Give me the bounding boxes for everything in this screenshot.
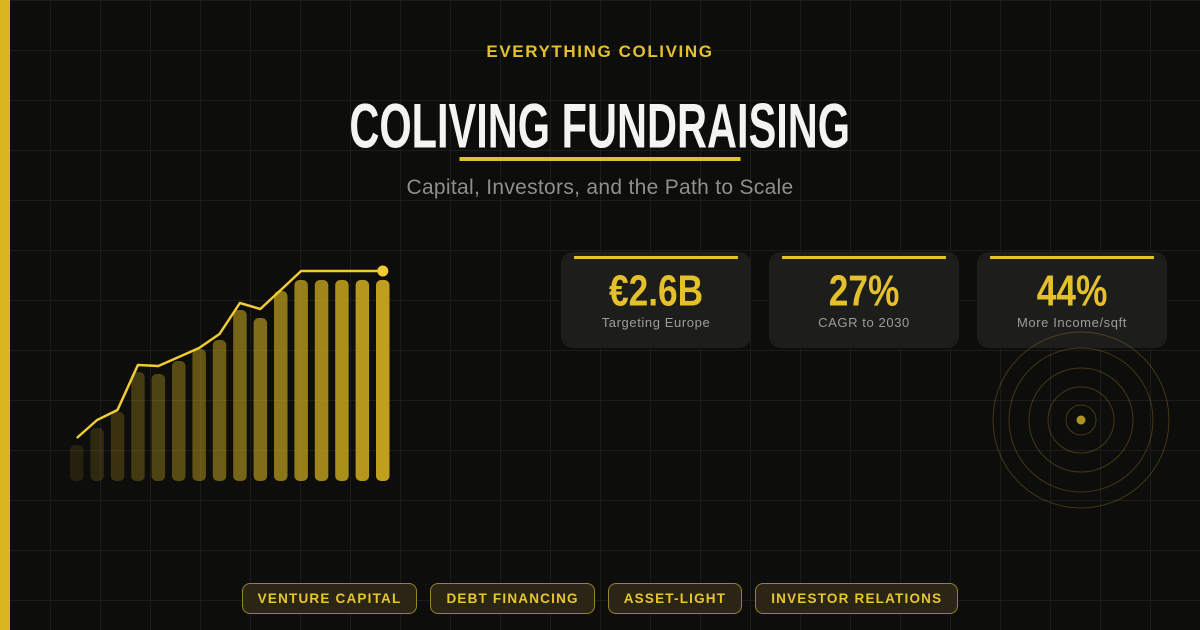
stat-label: More Income/sqft [1016,315,1128,330]
stat-accent-line [574,256,738,259]
chart-bar [314,280,329,481]
stat-accent-line [782,256,946,259]
radar-center-dot [1076,415,1086,425]
page-subtitle: Capital, Investors, and the Path to Scal… [406,176,794,199]
stat-label: CAGR to 2030 [818,315,910,330]
stat-value: €2.6B [561,266,751,315]
tag-row: VENTURE CAPITAL DEBT FINANCING ASSET-LIG… [0,583,1200,614]
tag-debt-financing[interactable]: DEBT FINANCING [430,583,595,614]
tag-asset-light[interactable]: ASSET-LIGHT [607,583,743,614]
stat-value-text: €2.6B [608,266,704,315]
stats-row: €2.6B Targeting Europe 27% CAGR to 2030 … [561,252,1167,348]
tag-investor-relations[interactable]: INVESTOR RELATIONS [755,583,959,614]
chart-bar [131,372,145,481]
chart-bar [151,374,166,481]
radar-ring [1047,386,1115,454]
chart-bar [253,318,268,481]
stat-accent-line [990,256,1154,259]
chart-bar [376,280,390,481]
stat-value-text: 27% [828,266,900,315]
chart-bar [233,310,247,481]
stat-card-cagr: 27% CAGR to 2030 [769,252,959,348]
chart-bar [172,361,186,481]
brand-eyebrow: EVERYTHING COLIVING [486,42,714,61]
stat-label: Targeting Europe [601,315,711,330]
tag-venture-capital[interactable]: VENTURE CAPITAL [241,583,418,614]
chart-bar [192,349,206,481]
page-title-text: COLIVING FUNDRAISING [349,91,851,162]
chart-bar [110,412,125,481]
stat-value: 44% [977,266,1167,315]
chart-endpoint-dot [377,265,389,277]
chart-bar [274,291,288,481]
stat-value-text: 44% [1036,266,1108,315]
page-title: COLIVING FUNDRAISING [0,91,1200,162]
chart-bar [355,280,370,481]
chart-bar [212,340,227,481]
radar-circles [992,331,1170,509]
chart-bar [294,280,308,481]
radar-ring [992,331,1170,509]
stat-card-targeting-europe: €2.6B Targeting Europe [561,252,751,348]
title-underline [459,157,741,161]
stat-card-income-sqft: 44% More Income/sqft [977,252,1167,348]
left-accent-strip [0,0,10,630]
chart-bar [335,280,349,481]
radar-ring [1028,367,1134,473]
fundraising-bar-chart [70,265,390,481]
radar-ring [1008,347,1154,493]
radar-ring [1065,404,1097,436]
chart-trend-line [75,269,383,439]
chart-bar [90,428,104,481]
stat-value: 27% [769,266,959,315]
chart-bar [70,445,84,481]
